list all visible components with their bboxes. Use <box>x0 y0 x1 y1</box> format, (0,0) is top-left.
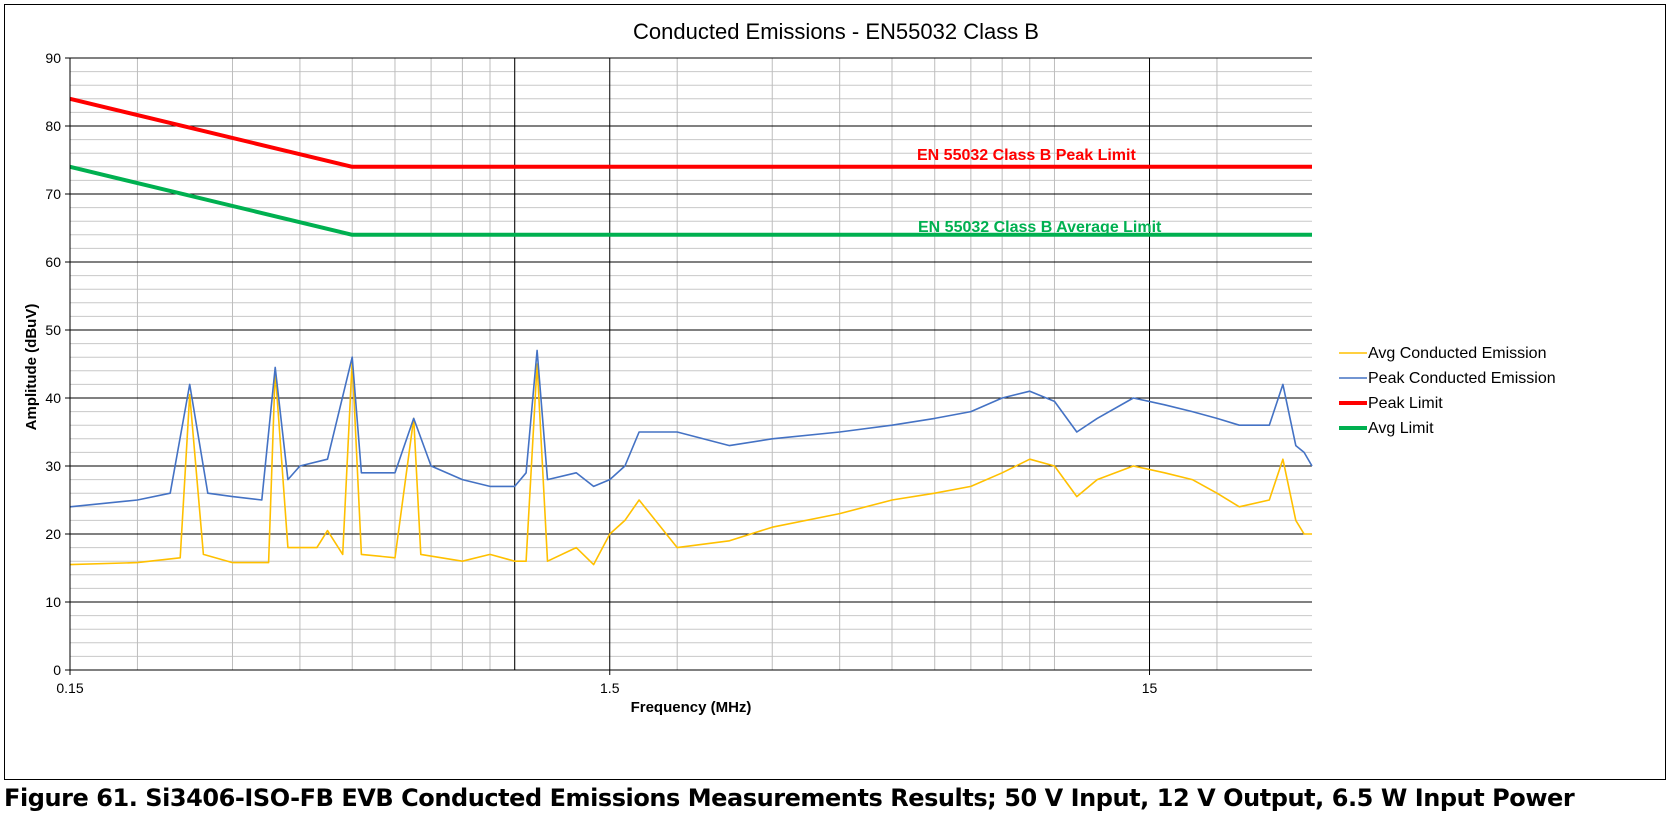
series-line-avg-conducted-emission <box>69 359 1312 566</box>
legend-label: Avg Limit <box>1368 420 1434 437</box>
chart-frame: Conducted Emissions - EN55032 Class B 0 1… <box>4 4 1666 780</box>
y-tick-label: 60 <box>45 254 61 270</box>
legend-label: Avg Conducted Emission <box>1368 345 1546 362</box>
y-tick-label: 20 <box>45 526 61 542</box>
series-line-peak-limit <box>69 96 1312 169</box>
y-tick-label: 50 <box>45 322 61 338</box>
x-tick-label: 15 <box>1142 680 1158 696</box>
figure-caption: Figure 61. Si3406-ISO-FB EVB Conducted E… <box>4 784 1575 812</box>
y-tick-label: 80 <box>45 118 61 134</box>
avg-limit-annotation: EN 55032 Class B Average Limit <box>918 219 1162 236</box>
y-tick-label: 0 <box>53 662 61 678</box>
y-tick-label: 40 <box>45 390 61 406</box>
y-axis-title: Amplitude (dBuV) <box>23 304 40 431</box>
series-layer <box>69 96 1313 566</box>
y-tick-label: 30 <box>45 458 61 474</box>
legend-label: Peak Conducted Emission <box>1368 370 1556 387</box>
chart-svg: 0 10 20 30 40 50 60 70 80 90 0.15 1.5 15 Frequency (… <box>23 50 1556 716</box>
chart-title: Conducted Emissions - EN55032 Class B <box>633 19 1039 44</box>
legend: Avg Conducted Emission Peak Conducted Emi… <box>1339 345 1556 437</box>
x-axis-title: Frequency (MHz) <box>631 699 752 716</box>
axis-layer: 0 10 20 30 40 50 60 70 80 90 0.15 1.5 15 <box>45 50 1312 696</box>
y-tick-label: 10 <box>45 594 61 610</box>
grid-major <box>70 57 1312 671</box>
x-tick-label: 1.5 <box>600 680 620 696</box>
y-tick-label: 90 <box>45 50 61 66</box>
peak-limit-annotation: EN 55032 Class B Peak Limit <box>917 147 1136 164</box>
series-line-peak-conducted-emission <box>69 349 1313 508</box>
x-tick-label: 0.15 <box>56 680 83 696</box>
y-tick-label: 70 <box>45 186 61 202</box>
grid-minor <box>70 58 1312 670</box>
legend-label: Peak Limit <box>1368 395 1443 412</box>
series-line-avg-limit <box>69 164 1312 237</box>
